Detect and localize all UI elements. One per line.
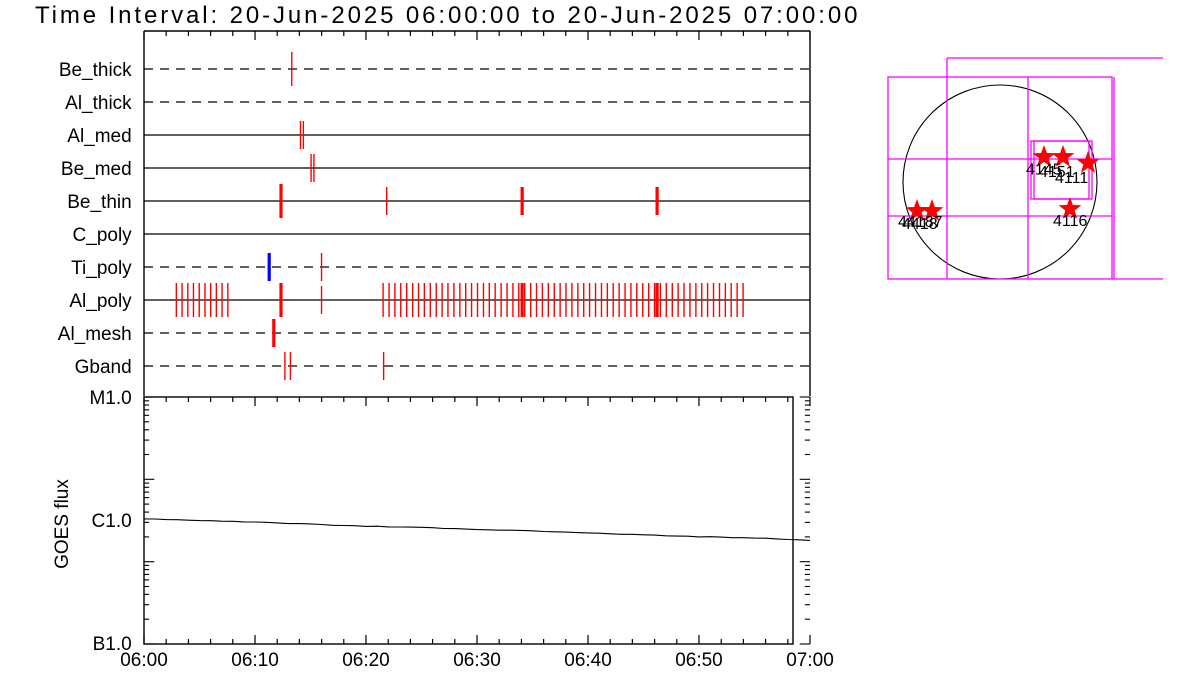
svg-text:Al_mesh: Al_mesh	[58, 324, 132, 345]
svg-text:06:30: 06:30	[453, 650, 501, 671]
svg-text:4116: 4116	[1053, 213, 1088, 230]
svg-text:Al_poly: Al_poly	[69, 291, 132, 312]
svg-text:C_poly: C_poly	[73, 225, 133, 246]
svg-text:06:20: 06:20	[342, 650, 390, 671]
svg-text:4418: 4418	[902, 216, 938, 233]
svg-text:Be_med: Be_med	[61, 159, 132, 180]
svg-text:Be_thin: Be_thin	[67, 192, 131, 213]
svg-text:GOES flux: GOES flux	[52, 479, 73, 569]
svg-text:06:10: 06:10	[231, 650, 279, 671]
svg-text:06:50: 06:50	[675, 650, 723, 671]
svg-text:07:00: 07:00	[786, 650, 834, 671]
svg-text:Time Interval: 20-Jun-2025 06:: Time Interval: 20-Jun-2025 06:00:00 to 2…	[35, 2, 860, 29]
svg-text:Al_thick: Al_thick	[65, 93, 132, 114]
svg-text:Be_thick: Be_thick	[59, 60, 132, 81]
svg-text:Ti_poly: Ti_poly	[71, 258, 132, 279]
svg-text:C1.0: C1.0	[92, 511, 132, 532]
svg-text:Al_med: Al_med	[67, 126, 131, 147]
svg-text:Gband: Gband	[75, 357, 132, 378]
svg-text:06:40: 06:40	[564, 650, 612, 671]
svg-text:M1.0: M1.0	[89, 388, 131, 409]
svg-text:4111: 4111	[1055, 170, 1088, 187]
svg-text:B1.0: B1.0	[93, 634, 132, 655]
